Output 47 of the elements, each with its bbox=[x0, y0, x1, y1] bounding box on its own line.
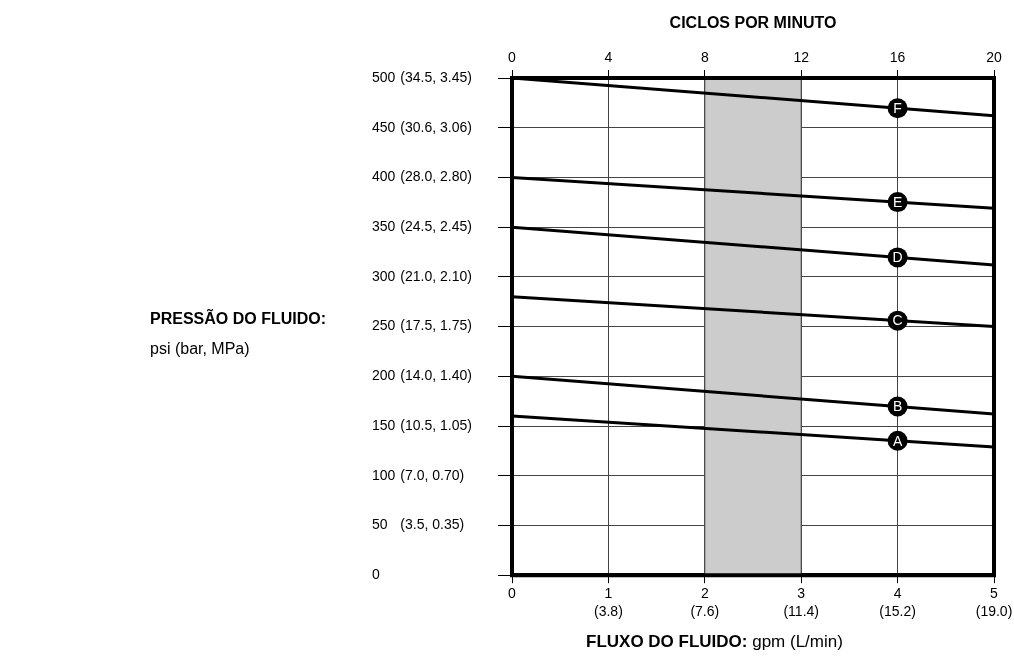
text: (15.2) bbox=[879, 603, 916, 620]
x2-tick-label: 4 bbox=[604, 49, 613, 66]
x-tick-label: 1 bbox=[604, 585, 613, 602]
y-tick-label: 100 bbox=[372, 466, 396, 483]
x-tick-label: 5 bbox=[990, 585, 999, 602]
x2-tick-label: 0 bbox=[508, 49, 517, 66]
text: (17.5, 1.75) bbox=[400, 317, 472, 334]
x-tick-label: 4 bbox=[893, 585, 902, 602]
text: (19.0) bbox=[975, 603, 1013, 620]
y-tick-label: 450 bbox=[372, 118, 396, 135]
y-tick-label: 500 bbox=[372, 68, 396, 85]
text: (3.8) bbox=[594, 603, 623, 620]
text: PRESSÃO DO FLUIDO: psi (bar, MPa) bbox=[150, 310, 327, 358]
x2-tick-label: 16 bbox=[889, 49, 906, 66]
text: (24.5, 2.45) bbox=[400, 218, 472, 235]
x2-tick-label: 8 bbox=[700, 49, 709, 66]
y-tick-label: 250 bbox=[372, 317, 396, 334]
text: (30.6, 3.06) bbox=[400, 118, 472, 135]
x-tick-label: 0 bbox=[508, 585, 517, 602]
x-tick-label: 3 bbox=[797, 585, 806, 602]
series-label: E bbox=[892, 193, 903, 210]
x-axis-title: FLUXO DO FLUIDO: gpm (L/min) bbox=[586, 632, 843, 651]
series-label: D bbox=[892, 249, 903, 266]
text: (34.5, 3.45) bbox=[400, 68, 472, 85]
text: (10.5, 1.05) bbox=[400, 416, 472, 433]
series-label: B bbox=[892, 398, 903, 415]
series-label: C bbox=[892, 312, 903, 329]
y-tick-label: 0 bbox=[372, 566, 380, 583]
text: (11.4) bbox=[783, 603, 819, 620]
series-label: F bbox=[893, 100, 902, 117]
x-tick-label: 2 bbox=[700, 585, 709, 602]
y-tick-label: 400 bbox=[372, 168, 396, 185]
text: (7.6) bbox=[690, 603, 720, 620]
text: (14.0, 1.40) bbox=[400, 367, 472, 384]
y-tick-label: 150 bbox=[372, 416, 396, 433]
y-tick-label: 50 bbox=[372, 516, 388, 533]
text: (7.0, 0.70) bbox=[400, 466, 465, 483]
x2-axis-title: CICLOS POR MINUTO bbox=[669, 14, 837, 32]
x2-tick-label: 12 bbox=[793, 49, 810, 66]
y-tick-label: 300 bbox=[372, 267, 396, 284]
text: (28.0, 2.80) bbox=[400, 168, 472, 185]
text: (3.5, 0.35) bbox=[400, 516, 465, 533]
y-tick-label: 350 bbox=[372, 218, 396, 235]
text: (21.0, 2.10) bbox=[400, 267, 472, 284]
x2-tick-label: 20 bbox=[986, 49, 1002, 66]
legend-label: A bbox=[892, 432, 903, 449]
y-tick-label: 200 bbox=[372, 367, 396, 384]
